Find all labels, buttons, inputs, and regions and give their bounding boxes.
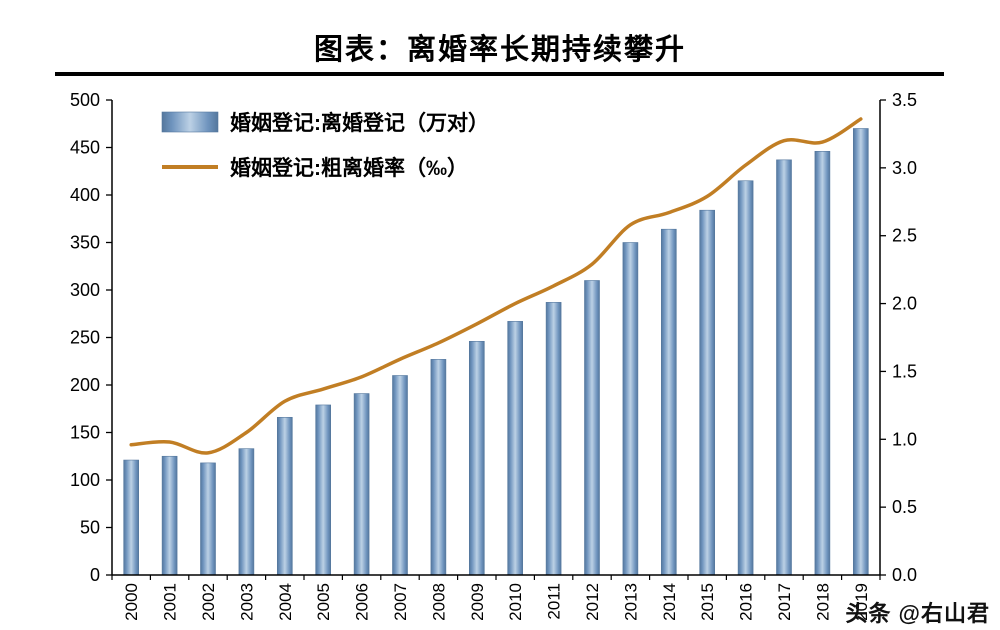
bar-2002 <box>200 462 216 576</box>
x-axis-label: 2012 <box>583 583 602 621</box>
x-axis-label: 2004 <box>276 583 295 621</box>
left-axis-tick: 50 <box>80 518 100 538</box>
legend-bar-label: 婚姻登记:离婚登记（万对） <box>230 111 489 135</box>
legend-line-label: 婚姻登记:粗离婚率（‰） <box>230 156 468 180</box>
x-axis-label: 2006 <box>353 583 372 621</box>
x-axis-label: 2017 <box>775 583 794 621</box>
right-axis-tick: 1.0 <box>892 429 917 449</box>
left-axis-tick: 250 <box>70 328 100 348</box>
bar-2014 <box>660 228 677 576</box>
x-axis-label: 2002 <box>199 583 218 621</box>
right-axis-tick: 1.5 <box>892 361 917 381</box>
bar-2003 <box>238 448 255 576</box>
bar-2015 <box>699 209 716 576</box>
x-axis-label: 2011 <box>545 583 564 620</box>
x-axis-label: 2005 <box>314 583 333 621</box>
right-axis-tick: 2.0 <box>892 294 917 314</box>
right-axis-tick: 3.5 <box>892 90 917 110</box>
x-axis-label: 2010 <box>506 583 525 621</box>
right-axis-tick: 2.5 <box>892 226 917 246</box>
x-axis-label: 2019 <box>852 583 871 621</box>
title-divider <box>55 72 944 76</box>
left-axis-tick: 300 <box>70 280 100 300</box>
bar-2019 <box>852 128 869 576</box>
x-axis-label: 2013 <box>621 583 640 621</box>
bar-2017 <box>776 159 792 576</box>
bar-2006 <box>353 393 370 576</box>
bar-2012 <box>584 280 600 576</box>
x-axis-label: 2007 <box>391 583 410 621</box>
bar-2010 <box>507 321 524 576</box>
watermark: 头条 @右山君 <box>845 601 990 626</box>
bar-2005 <box>315 404 332 576</box>
x-axis-label: 2016 <box>737 583 756 621</box>
left-axis-tick: 100 <box>70 470 100 490</box>
bar-2007 <box>392 375 408 576</box>
legend-bar-swatch <box>161 111 219 133</box>
left-axis-tick: 0 <box>90 565 100 585</box>
bar-2004 <box>276 416 293 576</box>
x-axis-label: 2001 <box>161 583 180 621</box>
x-axis-label: 2008 <box>429 583 448 621</box>
left-axis-tick: 350 <box>70 233 100 253</box>
page-title: 图表：离婚率长期持续攀升 <box>313 34 686 66</box>
bar-2009 <box>468 340 485 576</box>
x-axis-label: 2003 <box>237 583 256 621</box>
right-axis-tick: 0.0 <box>892 565 917 585</box>
left-axis-tick: 500 <box>70 90 100 110</box>
x-axis-label: 2018 <box>813 583 832 621</box>
x-axis-label: 2015 <box>698 583 717 621</box>
bar-2001 <box>161 455 178 576</box>
left-axis-tick: 150 <box>70 423 100 443</box>
bar-2018 <box>814 151 831 576</box>
x-axis-label: 2000 <box>122 583 141 621</box>
left-axis-tick: 400 <box>70 185 100 205</box>
x-axis-label: 2009 <box>468 583 487 621</box>
left-axis-tick: 200 <box>70 375 100 395</box>
right-axis-tick: 0.5 <box>892 497 917 517</box>
bar-2013 <box>622 242 639 576</box>
divorce-rate-line <box>129 117 863 455</box>
bar-2008 <box>430 359 447 576</box>
bar-2011 <box>545 302 562 576</box>
bar-2016 <box>737 180 754 576</box>
right-axis-tick: 3.0 <box>892 158 917 178</box>
x-axis-label: 2014 <box>660 583 679 621</box>
left-axis-tick: 450 <box>70 138 100 158</box>
bar-2000 <box>123 459 139 576</box>
